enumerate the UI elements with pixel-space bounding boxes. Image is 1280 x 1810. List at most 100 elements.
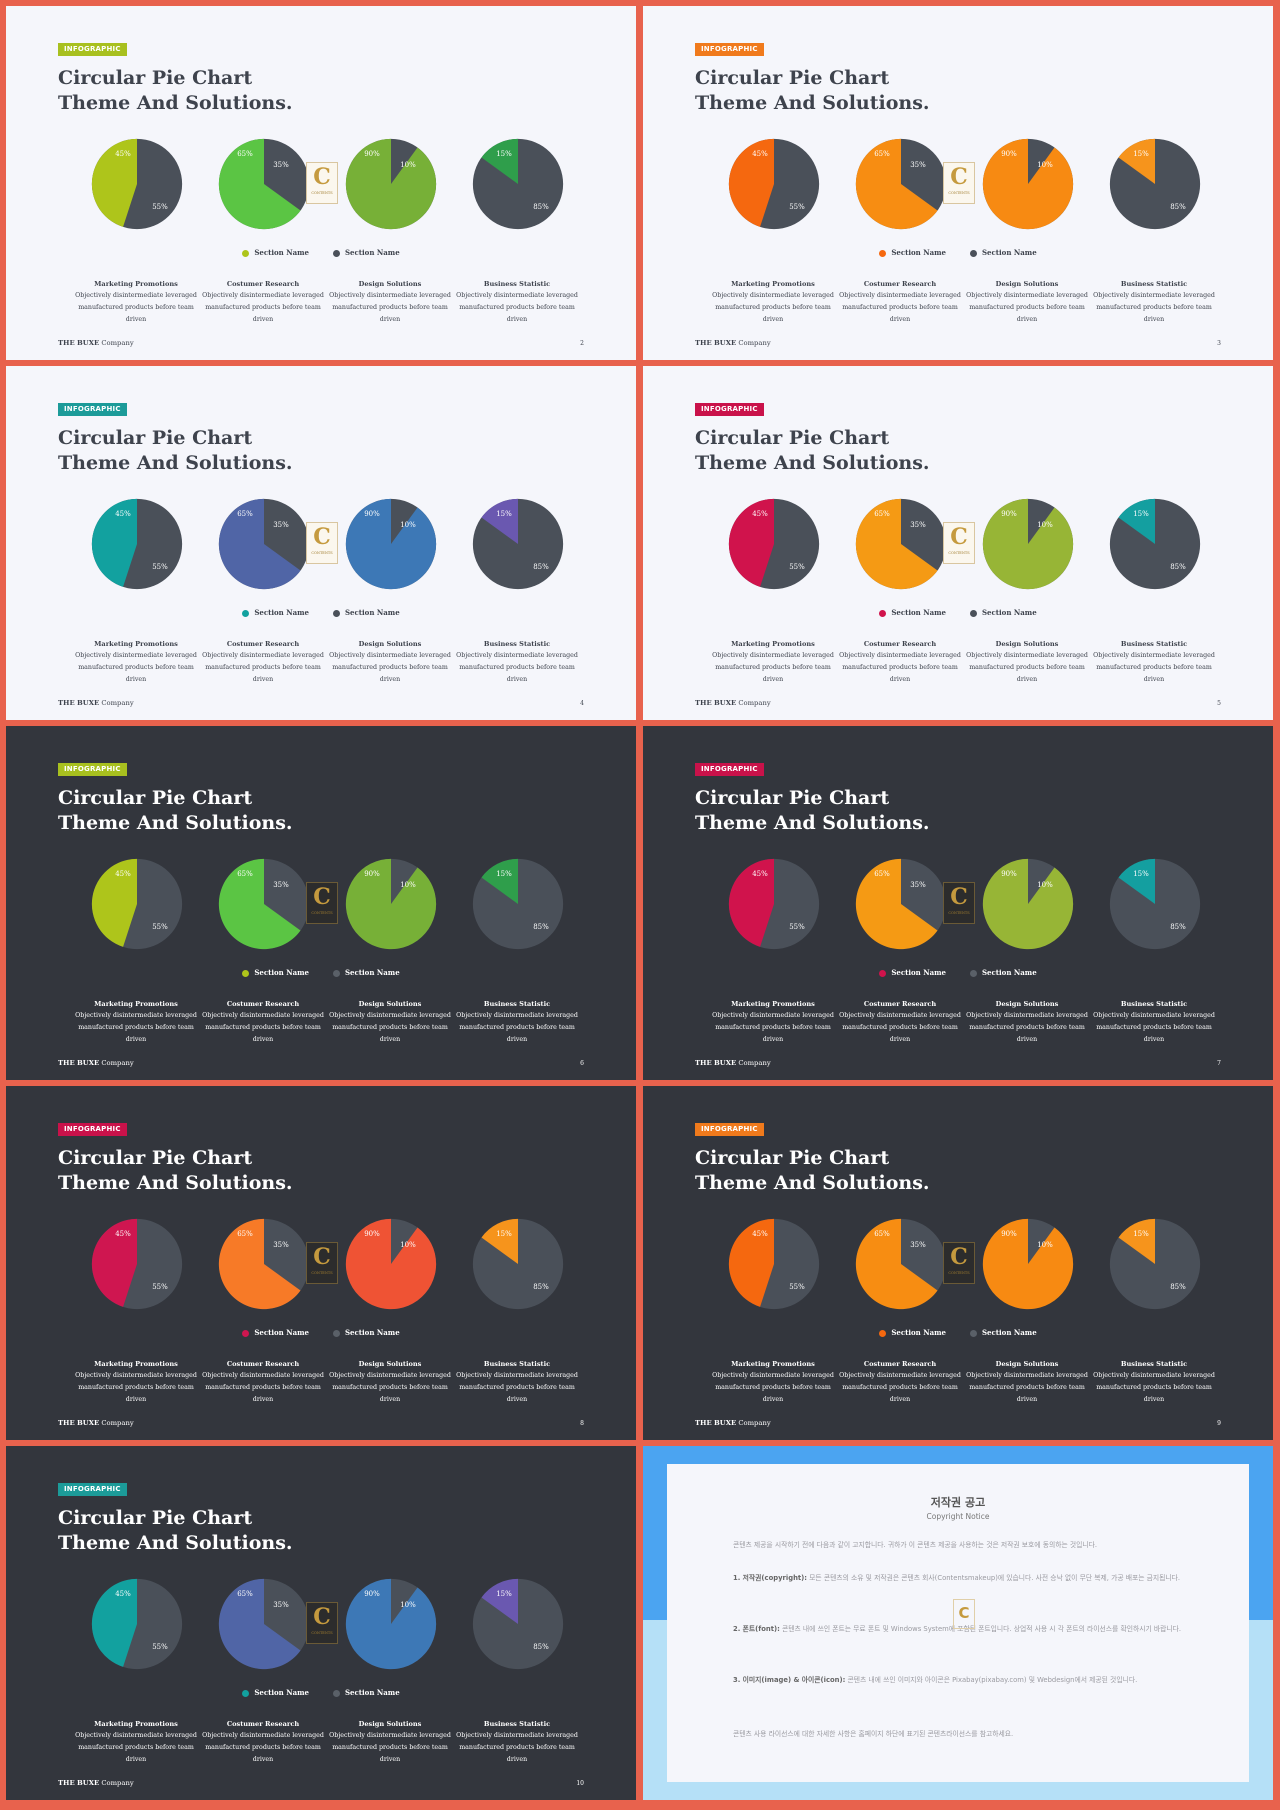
info-column: Costumer Research Objectively disintermed… [199,1358,327,1406]
legend-dot [333,249,340,257]
pie-legend: Section Name Section Name [6,608,636,617]
column-text-1: Objectively disintermediate leveraged [329,1732,451,1739]
pie-chart-1: 45% 55% [727,857,821,951]
slide-10[interactable]: INFOGRAPHIC Circular Pie Chart Theme And S… [6,1446,636,1800]
pie-slice-main [855,138,938,230]
pie-label-rest: 10% [1037,161,1053,169]
brand-rest: Company [736,1419,771,1427]
pie-label-main: 45% [115,150,131,158]
page-number: 2 [580,340,584,347]
pie-label-main: 15% [1133,510,1149,518]
pie-slice-main [345,1578,437,1670]
brand-bold: THE BUXE [695,699,737,707]
pie-slice-main [481,1218,518,1264]
pie-svg [1109,498,1201,590]
title-line-2: Theme And Solutions. [695,812,930,834]
pie-legend: Section Name Section Name [6,1328,636,1337]
column-text-1: Objectively disintermediate leveraged [1093,1012,1215,1019]
pie-chart-4: 15% 85% [1108,497,1202,591]
legend-dot [333,969,340,977]
column-heading: Design Solutions [358,1360,422,1368]
column-text-2: manufactured products before team driven [332,1744,448,1763]
infographic-tag: INFOGRAPHIC [58,763,127,776]
brand-footer: THE BUXE Company [695,339,771,347]
pie-slice-main [218,858,301,950]
pie-svg [345,138,437,230]
column-text-1: Objectively disintermediate leveraged [966,1012,1088,1019]
info-column: Marketing Promotions Objectively disinter… [72,1358,200,1406]
legend-dot [242,1329,250,1337]
column-text-1: Objectively disintermediate leveraged [329,292,451,299]
title-line-2: Theme And Solutions. [695,452,930,474]
column-heading: Marketing Promotions [94,1360,178,1368]
column-heading: Costumer Research [226,1000,300,1008]
pie-chart-1: 45% 55% [90,1217,184,1311]
pie-chart-2: 65% 35% [854,497,948,591]
legend-item: Section Name [333,248,400,257]
column-text-1: Objectively disintermediate leveraged [202,1012,324,1019]
info-column: Marketing Promotions Objectively disinter… [709,278,837,326]
column-text-2: manufactured products before team driven [459,1744,575,1763]
logo-letter: C [313,1244,331,1270]
page-number: 4 [580,700,584,707]
slide-6[interactable]: INFOGRAPHIC Circular Pie Chart Theme And S… [6,726,636,1080]
column-text-1: Objectively disintermediate leveraged [456,292,578,299]
pie-slice-main [345,858,437,950]
logo-text: CONTENTS [948,1271,970,1275]
copyright-slide[interactable]: 저작권 공고 Copyright Notice 콘텐츠 제공을 시작하기 전에 다음… [643,1446,1273,1800]
column-text-1: Objectively disintermediate leveraged [329,652,451,659]
title-line-1: Circular Pie Chart [695,427,890,449]
column-text-2: manufactured products before team driven [459,304,575,323]
brand-rest: Company [99,339,134,347]
column-heading: Design Solutions [358,640,422,648]
pie-label-main: 15% [496,870,512,878]
slide-4[interactable]: INFOGRAPHIC Circular Pie Chart Theme And S… [6,366,636,720]
slide-3[interactable]: INFOGRAPHIC Circular Pie Chart Theme And S… [643,6,1273,360]
legend-dot [242,249,250,257]
pie-svg [728,1218,820,1310]
brand-rest: Company [99,699,134,707]
pie-slice-main [1118,1218,1155,1264]
pie-svg [855,1218,947,1310]
pie-chart-3: 90% 10% [981,137,1075,231]
pie-label-rest: 10% [1037,1241,1053,1249]
pie-chart-2: 65% 35% [854,1217,948,1311]
legend-item: Section Name [333,608,400,617]
pie-label-rest: 55% [789,563,805,571]
column-text-2: manufactured products before team driven [332,304,448,323]
pie-label-main: 45% [752,150,768,158]
pie-label-rest: 10% [1037,881,1053,889]
column-text-2: manufactured products before team driven [205,1744,321,1763]
pie-label-main: 90% [364,510,380,518]
pie-svg [218,1578,310,1670]
info-column: Costumer Research Objectively disintermed… [199,278,327,326]
brand-rest: Company [736,699,771,707]
slide-title: Circular Pie Chart Theme And Solutions. [695,426,930,476]
slide-9[interactable]: INFOGRAPHIC Circular Pie Chart Theme And S… [643,1086,1273,1440]
pie-label-main: 45% [115,510,131,518]
slide-2[interactable]: INFOGRAPHIC Circular Pie Chart Theme And S… [6,6,636,360]
legend-dot [333,609,340,617]
pie-svg [728,498,820,590]
slide-5[interactable]: INFOGRAPHIC Circular Pie Chart Theme And S… [643,366,1273,720]
pie-slice-main [345,1218,437,1310]
legend-item: Section Name [333,968,400,977]
slide-7[interactable]: INFOGRAPHIC Circular Pie Chart Theme And S… [643,726,1273,1080]
column-text-2: manufactured products before team driven [842,1024,958,1043]
column-heading: Marketing Promotions [94,1000,178,1008]
pie-svg [982,858,1074,950]
pie-label-main: 90% [364,150,380,158]
pie-slice-main [855,498,938,590]
column-heading: Marketing Promotions [94,1720,178,1728]
pie-label-rest: 55% [152,203,168,211]
slide-8[interactable]: INFOGRAPHIC Circular Pie Chart Theme And S… [6,1086,636,1440]
title-line-1: Circular Pie Chart [58,787,253,809]
copyright-paragraph-text: 콘텐츠 내에 쓰인 폰트는 무료 폰트 및 Windows System에 포함… [779,1625,1182,1633]
column-text-2: manufactured products before team driven [78,304,194,323]
pie-svg [982,498,1074,590]
column-text-2: manufactured products before team driven [1096,1384,1212,1403]
pie-legend: Section Name Section Name [6,968,636,977]
column-text-2: manufactured products before team driven [1096,304,1212,323]
info-column: Business Statistic Objectively disinterme… [453,638,581,686]
info-column: Business Statistic Objectively disinterme… [1090,998,1218,1046]
